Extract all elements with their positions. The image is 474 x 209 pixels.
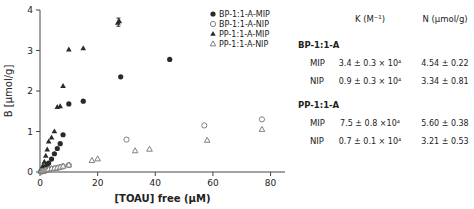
legend-label: PP-1:1-A-MIP — [219, 30, 269, 39]
table-text: MIP — [310, 118, 325, 128]
point — [204, 137, 210, 142]
table-text: 3.21 ± 0.53 — [421, 137, 468, 146]
table-text: 0.9 ± 0.3 × 10⁴ — [339, 77, 401, 86]
table-text: NIP — [310, 136, 324, 146]
legend-symbol — [210, 21, 215, 26]
point — [60, 164, 65, 169]
point — [81, 99, 86, 104]
x-tick — [97, 172, 98, 176]
point — [80, 45, 86, 50]
legend-label: BP-1:1-A-MIP — [219, 10, 270, 19]
point — [55, 146, 60, 151]
point — [132, 148, 138, 153]
x-tick-label: 20 — [92, 178, 104, 188]
x-axis-line — [40, 172, 285, 173]
x-tick — [270, 172, 271, 176]
legend-label: PP-1:1-A-NIP — [219, 40, 268, 49]
point — [167, 57, 172, 62]
x-tick — [155, 172, 156, 176]
y-tick — [36, 50, 40, 51]
point — [42, 159, 48, 164]
legend-symbol — [210, 11, 215, 16]
y-tick-label: 1 — [27, 127, 33, 137]
point — [116, 18, 122, 23]
point — [58, 141, 63, 146]
y-tick-label: 0 — [27, 167, 33, 177]
point — [57, 103, 63, 108]
point — [202, 123, 207, 128]
legend-symbol — [210, 31, 216, 36]
y-tick — [36, 91, 40, 92]
point — [60, 132, 65, 137]
chart: 0 20 40 60 80 0 1 2 3 4 [TOAU] free (μM) B [μmol/g]… — [0, 0, 474, 209]
point — [118, 74, 123, 79]
series — [38, 117, 264, 174]
table-text: MIP — [310, 58, 325, 68]
axes: 0 20 40 60 80 0 1 2 3 4 — [27, 5, 285, 188]
point — [60, 83, 66, 88]
error-bar — [116, 18, 120, 26]
table-text: PP-1:1-A — [298, 100, 340, 110]
point — [124, 137, 129, 142]
x-tick-label: 60 — [207, 178, 219, 188]
point — [259, 126, 265, 131]
table-text: 0.7 ± 0.1 × 10⁴ — [339, 137, 401, 146]
x-tick — [212, 172, 213, 176]
x-tick-label: 80 — [265, 178, 277, 188]
point — [66, 101, 71, 106]
point — [147, 146, 153, 151]
y-tick — [36, 10, 40, 11]
y-tick-label: 2 — [27, 86, 33, 96]
legend: BP-1:1-A-MIPBP-1:1-A-NIPPP-1:1-A-MIPPP-1… — [210, 10, 270, 49]
table-text: N (μmol/g) — [422, 14, 467, 24]
legend-symbol — [210, 41, 216, 46]
point — [44, 147, 50, 152]
x-axis-label: [TOAU] free (μM) — [114, 193, 210, 204]
table-text: 5.60 ± 0.38 — [421, 119, 468, 128]
table-text: 4.54 ± 0.22 — [421, 59, 468, 68]
y-axis-label: B [μmol/g] — [3, 65, 14, 118]
point — [49, 156, 54, 161]
table-text: NIP — [310, 76, 324, 86]
table-text: 3.4 ± 0.3 × 10⁴ — [339, 59, 401, 68]
table-text: 7.5 ± 0.8 ×10⁴ — [340, 119, 400, 128]
point — [66, 47, 72, 52]
point — [259, 117, 264, 122]
table-text: BP-1:1-A — [298, 40, 340, 50]
y-tick-label: 3 — [27, 46, 33, 56]
point — [66, 162, 72, 167]
point — [52, 128, 58, 133]
x-tick-label: 0 — [37, 178, 43, 188]
point — [66, 163, 71, 168]
point — [43, 153, 49, 158]
y-tick-label: 4 — [27, 5, 33, 15]
point — [52, 151, 57, 156]
table: K (M⁻¹) N (μmol/g) BP-1:1-A MIP 3.4 ± 0.3 × … — [298, 14, 469, 146]
point — [89, 158, 95, 163]
point — [49, 134, 55, 139]
series — [38, 126, 265, 173]
table-text: K (M⁻¹) — [355, 14, 385, 24]
table-text: 3.34 ± 0.81 — [421, 77, 468, 86]
series — [38, 18, 122, 172]
point — [60, 163, 66, 168]
point — [95, 156, 101, 161]
series — [38, 57, 172, 174]
legend-label: BP-1:1-A-NIP — [219, 20, 269, 29]
x-tick-label: 40 — [150, 178, 162, 188]
y-tick — [36, 131, 40, 132]
